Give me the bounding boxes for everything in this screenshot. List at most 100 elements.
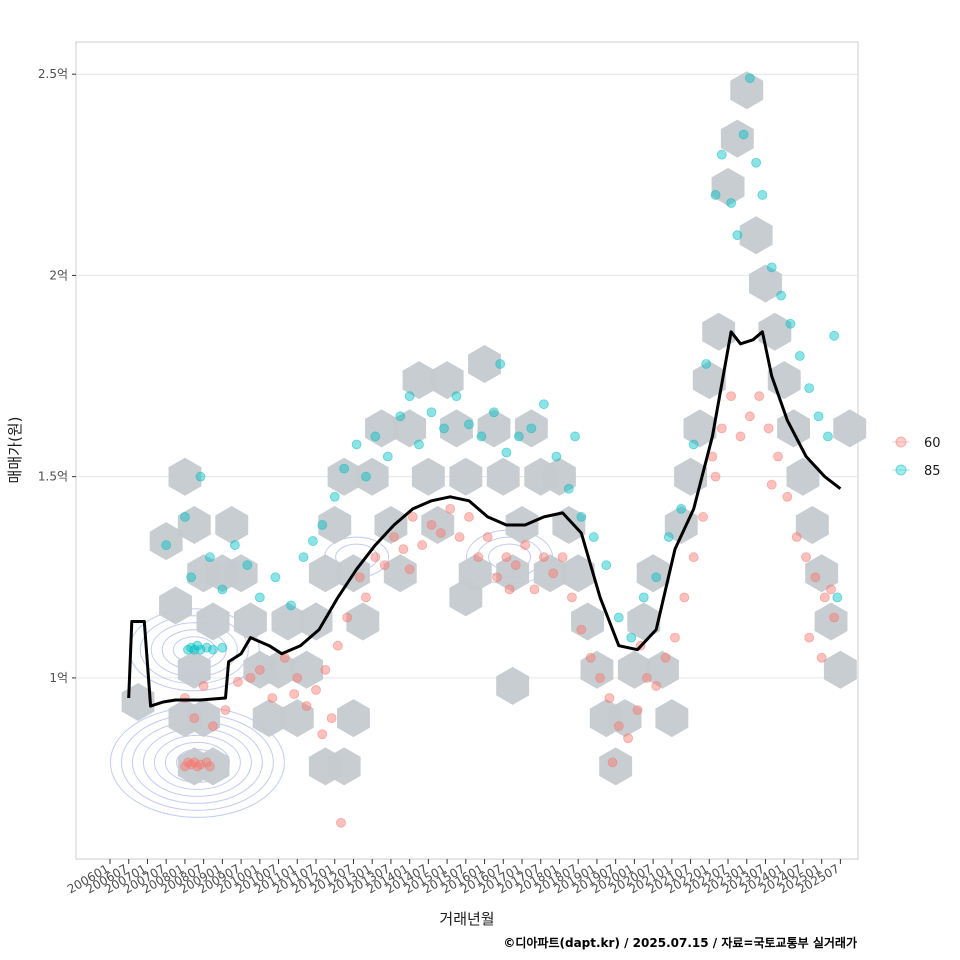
hex-bin: [252, 699, 286, 738]
point-60: [607, 757, 618, 768]
point-60: [641, 672, 652, 683]
point-85: [601, 560, 612, 571]
point-85: [832, 592, 843, 603]
point-60: [816, 652, 827, 663]
point-85: [526, 423, 537, 434]
point-85: [738, 129, 749, 140]
point-85: [638, 592, 649, 603]
point-60: [698, 512, 708, 522]
point-60: [557, 552, 568, 563]
point-60: [435, 528, 446, 538]
trend-line: [127, 330, 842, 708]
scatter-points: [161, 73, 843, 828]
point-60: [492, 572, 502, 583]
point-85: [776, 290, 786, 301]
point-85: [613, 612, 624, 623]
point-60: [529, 584, 540, 595]
point-85: [651, 572, 662, 583]
point-85: [195, 644, 206, 655]
point-85: [395, 411, 406, 422]
point-60: [245, 672, 256, 683]
hex-bin: [468, 345, 501, 383]
point-60: [407, 512, 418, 522]
hex-bin: [271, 602, 305, 641]
point-60: [292, 672, 303, 683]
point-60: [501, 552, 512, 563]
point-60: [195, 759, 206, 770]
point-85: [242, 560, 253, 571]
hex-bin: [823, 650, 857, 689]
point-85: [563, 483, 574, 494]
point-85: [716, 149, 727, 160]
point-85: [823, 431, 833, 442]
point-60: [670, 632, 680, 643]
point-60: [679, 592, 690, 603]
point-85: [217, 584, 228, 595]
point-85: [370, 431, 381, 442]
hex-bin: [720, 119, 754, 158]
hex-bin: [177, 506, 211, 544]
point-60: [766, 479, 777, 490]
point-60: [311, 685, 321, 695]
y-axis: 1억 1.5억 2억 2.5억: [38, 67, 76, 685]
point-85: [829, 330, 840, 341]
point-60: [254, 664, 265, 675]
hex-bin: [318, 506, 352, 544]
hex-bin: [702, 312, 736, 351]
hex-bin: [786, 457, 820, 496]
hex-bin: [327, 457, 361, 496]
hex-bin: [365, 409, 398, 448]
hex-bin: [730, 71, 764, 110]
point-60: [404, 564, 415, 575]
point-85: [476, 431, 487, 442]
hex-bin: [411, 457, 445, 496]
plot-panel: [75, 41, 859, 860]
point-60: [613, 721, 624, 732]
point-85: [286, 600, 296, 611]
point-60: [208, 721, 218, 732]
hex-bin: [599, 747, 633, 786]
y-tick-label: 1억: [49, 671, 68, 685]
hex-bin: [440, 409, 473, 448]
point-60: [326, 713, 337, 724]
hex-bin: [383, 554, 417, 593]
hex-bin: [496, 554, 530, 593]
point-85: [317, 520, 328, 530]
density-contour: [153, 734, 241, 790]
x-axis: 2006012006072007012007072008012008072009…: [65, 859, 842, 897]
hex-bin: [636, 554, 670, 593]
point-60: [576, 624, 587, 635]
point-85: [551, 451, 562, 462]
point-85: [195, 471, 206, 482]
point-85: [726, 198, 737, 208]
hex-bin: [402, 361, 436, 400]
point-60: [445, 503, 456, 514]
point-85: [464, 419, 474, 430]
hex-bin: [215, 506, 249, 544]
legend-label-60: 60: [924, 436, 941, 451]
point-60: [754, 391, 765, 402]
point-85: [361, 471, 371, 482]
point-85: [570, 431, 580, 442]
point-60: [342, 612, 353, 623]
point-85: [701, 359, 712, 369]
point-60: [829, 612, 840, 623]
point-85: [688, 439, 699, 450]
point-85: [744, 73, 755, 84]
point-60: [651, 681, 662, 691]
point-60: [267, 693, 278, 703]
legend-label-85: 85: [924, 464, 941, 479]
hex-bin: [308, 747, 342, 786]
hex-bin: [196, 747, 230, 786]
point-85: [217, 642, 228, 653]
point-85: [298, 552, 309, 563]
point-60: [716, 423, 727, 434]
point-60: [773, 451, 783, 462]
y-tick-label: 2.5억: [38, 67, 68, 81]
point-60: [473, 552, 484, 563]
grid: [76, 73, 858, 679]
hex-bin: [290, 650, 324, 689]
point-60: [604, 693, 615, 703]
point-85: [757, 190, 768, 200]
hex-bin: [571, 602, 604, 641]
